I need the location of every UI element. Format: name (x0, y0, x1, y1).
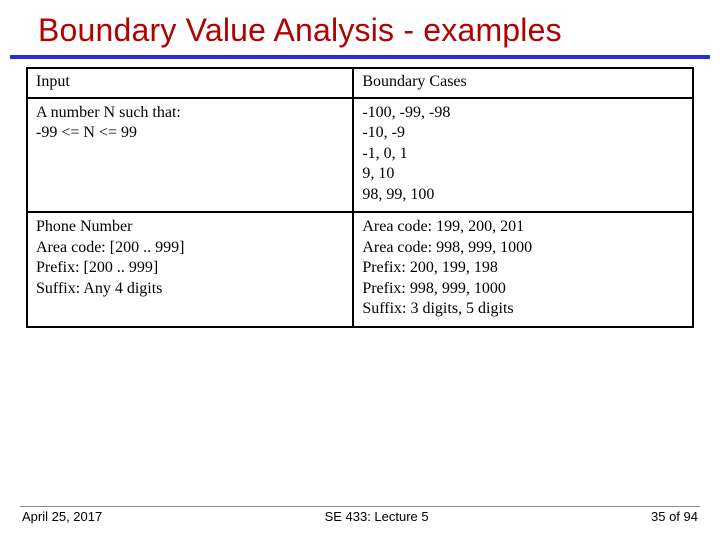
cell-line: -10, -9 (362, 123, 684, 143)
footer-rule (20, 506, 700, 507)
cell-line: Area code: [200 .. 999] (36, 238, 344, 258)
header-input: Input (27, 68, 353, 98)
cell-line: -100, -99, -98 (362, 103, 684, 123)
page-total: 94 (684, 509, 698, 524)
cell-line: 9, 10 (362, 164, 684, 184)
footer-center: SE 433: Lecture 5 (102, 509, 651, 524)
footer-date: April 25, 2017 (22, 509, 102, 524)
slide: Boundary Value Analysis - examples Input… (0, 0, 720, 540)
footer: April 25, 2017 SE 433: Lecture 5 35 of 9… (0, 506, 720, 530)
table-body: A number N such that:-99 <= N <= 99-100,… (27, 98, 693, 327)
header-boundary: Boundary Cases (353, 68, 693, 98)
slide-title: Boundary Value Analysis - examples (0, 0, 720, 53)
cell-line: Area code: 199, 200, 201 (362, 217, 684, 237)
cell-line: -99 <= N <= 99 (36, 123, 344, 143)
cell-line: Area code: 998, 999, 1000 (362, 238, 684, 258)
cell-line: A number N such that: (36, 103, 344, 123)
page-current: 35 (651, 509, 665, 524)
table-header-row: Input Boundary Cases (27, 68, 693, 98)
cell-boundary: Area code: 199, 200, 201Area code: 998, … (353, 212, 693, 326)
cell-line: Prefix: 200, 199, 198 (362, 258, 684, 278)
cell-line: Prefix: 998, 999, 1000 (362, 279, 684, 299)
cell-input: Phone NumberArea code: [200 .. 999]Prefi… (27, 212, 353, 326)
footer-row: April 25, 2017 SE 433: Lecture 5 35 of 9… (0, 509, 720, 524)
page-sep: of (665, 509, 683, 524)
table-row: Phone NumberArea code: [200 .. 999]Prefi… (27, 212, 693, 326)
table-container: Input Boundary Cases A number N such tha… (0, 59, 720, 328)
cell-line: Phone Number (36, 217, 344, 237)
cell-boundary: -100, -99, -98-10, -9-1, 0, 19, 1098, 99… (353, 98, 693, 212)
table-row: A number N such that:-99 <= N <= 99-100,… (27, 98, 693, 212)
cell-line: Prefix: [200 .. 999] (36, 258, 344, 278)
cell-line: Suffix: Any 4 digits (36, 279, 344, 299)
cell-line: Suffix: 3 digits, 5 digits (362, 299, 684, 319)
footer-page: 35 of 94 (651, 509, 698, 524)
cell-line: -1, 0, 1 (362, 144, 684, 164)
cell-input: A number N such that:-99 <= N <= 99 (27, 98, 353, 212)
bva-table: Input Boundary Cases A number N such tha… (26, 67, 694, 328)
cell-line: 98, 99, 100 (362, 185, 684, 205)
